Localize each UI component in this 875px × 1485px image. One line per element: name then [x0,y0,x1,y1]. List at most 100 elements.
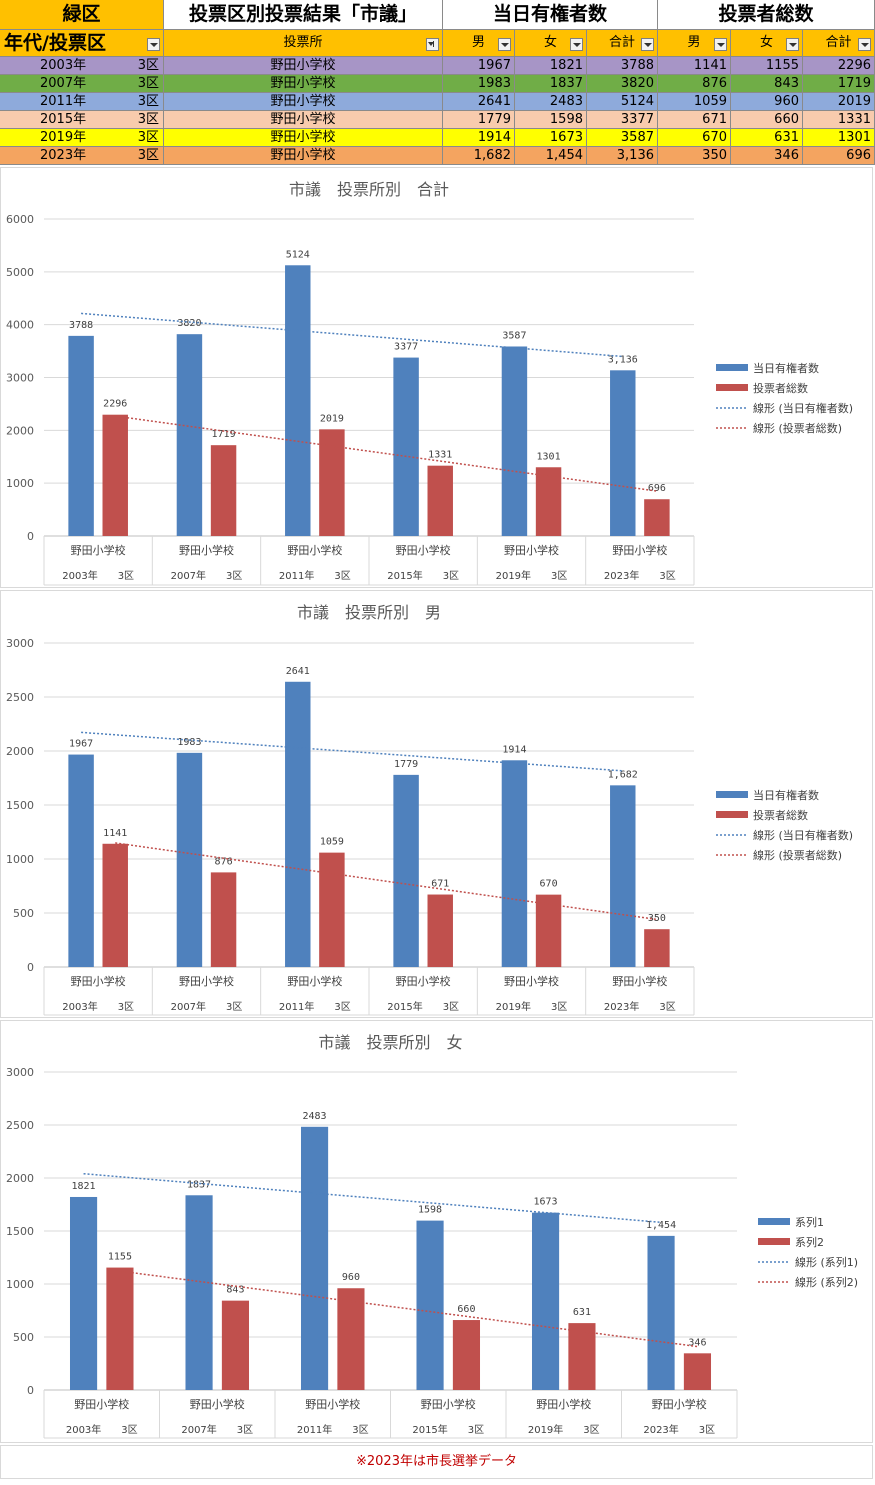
chart-female[interactable]: 市議 投票所別 女 0 500 1000 1500 2000 2500 3000 1821 183… [0,1020,873,1443]
bar-eligible[interactable] [68,754,94,967]
year-cell[interactable]: 2015年 3区 [0,111,164,129]
bar-eligible[interactable] [393,774,419,967]
eligible-male-cell[interactable]: 1779 [443,111,515,129]
eligible-total-cell[interactable]: 3788 [587,57,658,75]
bar-voters[interactable] [568,1323,596,1390]
year-cell[interactable]: 2003年 3区 [0,57,164,75]
place-cell[interactable]: 野田小学校 [164,111,443,129]
filter-dropdown-icon[interactable] [858,38,871,51]
eligible-male-cell[interactable]: 1914 [443,129,515,147]
polling-place-header[interactable]: 投票所 [164,30,443,57]
eligible-total-cell[interactable]: 3,136 [587,147,658,165]
bar-voters[interactable] [535,467,562,536]
filter-dropdown-icon[interactable] [498,38,511,51]
eligible-total-cell[interactable]: 3587 [587,129,658,147]
bar-voters[interactable] [102,414,128,536]
bar-voters[interactable] [683,1353,712,1390]
voters-female-cell[interactable]: 346 [731,147,803,165]
bar-eligible[interactable] [176,752,203,967]
bar-eligible[interactable] [647,1235,675,1390]
bar-voters[interactable] [452,1320,481,1390]
voters-total-cell[interactable]: 1331 [803,111,875,129]
bar-eligible[interactable] [501,760,528,967]
eligible-female-cell[interactable]: 1598 [515,111,587,129]
place-cell[interactable]: 野田小学校 [164,57,443,75]
eligible-male-cell[interactable]: 1,682 [443,147,515,165]
bar-voters[interactable] [210,872,237,967]
place-cell[interactable]: 野田小学校 [164,147,443,165]
eligible-total-cell[interactable]: 3377 [587,111,658,129]
eligible-female-cell[interactable]: 2483 [515,93,587,111]
bar-eligible[interactable] [285,681,311,967]
eligible-female-cell[interactable]: 1821 [515,57,587,75]
eligible-female-header[interactable]: 女 [515,30,587,57]
voters-female-cell[interactable]: 960 [731,93,803,111]
year-district-header[interactable]: 年代/投票区 [0,30,164,57]
bar-eligible[interactable] [69,1196,98,1390]
sheet-title-cell[interactable]: 投票区別投票結果「市議」 [164,0,443,30]
bar-voters[interactable] [210,445,237,536]
voters-total-cell[interactable]: 1719 [803,75,875,93]
bar-voters[interactable] [427,894,453,967]
eligible-total-header[interactable]: 合計 [587,30,658,57]
eligible-female-cell[interactable]: 1837 [515,75,587,93]
bar-voters[interactable] [427,465,453,536]
voters-total-cell[interactable]: 1301 [803,129,875,147]
voters-total-cell[interactable]: 2019 [803,93,875,111]
year-cell[interactable]: 2023年 3区 [0,147,164,165]
voters-group-header[interactable]: 投票者総数 [658,0,875,30]
bar-voters[interactable] [644,929,670,967]
voters-male-header[interactable]: 男 [658,30,731,57]
year-cell[interactable]: 2011年 3区 [0,93,164,111]
filter-dropdown-icon[interactable] [714,38,727,51]
bar-eligible[interactable] [610,785,636,967]
bar-voters[interactable] [319,429,345,536]
bar-voters[interactable] [535,894,562,967]
eligible-female-cell[interactable]: 1,454 [515,147,587,165]
bar-eligible[interactable] [300,1126,329,1390]
bar-eligible[interactable] [393,357,419,536]
voters-female-cell[interactable]: 660 [731,111,803,129]
eligible-group-header[interactable]: 当日有権者数 [443,0,658,30]
eligible-total-cell[interactable]: 5124 [587,93,658,111]
year-cell[interactable]: 2019年 3区 [0,129,164,147]
filter-active-icon[interactable] [426,38,439,51]
place-cell[interactable]: 野田小学校 [164,129,443,147]
bar-voters[interactable] [106,1267,134,1390]
bar-eligible[interactable] [285,265,311,536]
voters-male-cell[interactable]: 876 [658,75,731,93]
chart-total[interactable]: 市議 投票所別 合計 0 1000 2000 3000 4000 5000 6000 3788 3… [0,167,873,588]
eligible-male-cell[interactable]: 1967 [443,57,515,75]
voters-total-cell[interactable]: 2296 [803,57,875,75]
bar-eligible[interactable] [68,335,94,536]
eligible-male-header[interactable]: 男 [443,30,515,57]
voters-male-cell[interactable]: 671 [658,111,731,129]
voters-male-cell[interactable]: 670 [658,129,731,147]
place-cell[interactable]: 野田小学校 [164,75,443,93]
place-cell[interactable]: 野田小学校 [164,93,443,111]
voters-male-cell[interactable]: 350 [658,147,731,165]
eligible-male-cell[interactable]: 2641 [443,93,515,111]
voters-female-cell[interactable]: 631 [731,129,803,147]
bar-eligible[interactable] [185,1195,213,1390]
voters-total-cell[interactable]: 696 [803,147,875,165]
filter-dropdown-icon[interactable] [786,38,799,51]
filter-dropdown-icon[interactable] [147,38,160,51]
voters-female-cell[interactable]: 843 [731,75,803,93]
year-cell[interactable]: 2007年 3区 [0,75,164,93]
bar-eligible[interactable] [416,1220,444,1390]
voters-male-cell[interactable]: 1059 [658,93,731,111]
ward-name-cell[interactable]: 緑区 [0,0,164,30]
filter-dropdown-icon[interactable] [570,38,583,51]
voters-female-cell[interactable]: 1155 [731,57,803,75]
voters-total-header[interactable]: 合計 [803,30,875,57]
bar-eligible[interactable] [531,1212,560,1390]
bar-eligible[interactable] [501,346,528,536]
voters-male-cell[interactable]: 1141 [658,57,731,75]
bar-voters[interactable] [337,1288,365,1390]
bar-voters[interactable] [221,1300,250,1390]
filter-dropdown-icon[interactable] [641,38,654,51]
eligible-male-cell[interactable]: 1983 [443,75,515,93]
bar-voters[interactable] [102,843,128,967]
bar-voters[interactable] [644,499,670,536]
